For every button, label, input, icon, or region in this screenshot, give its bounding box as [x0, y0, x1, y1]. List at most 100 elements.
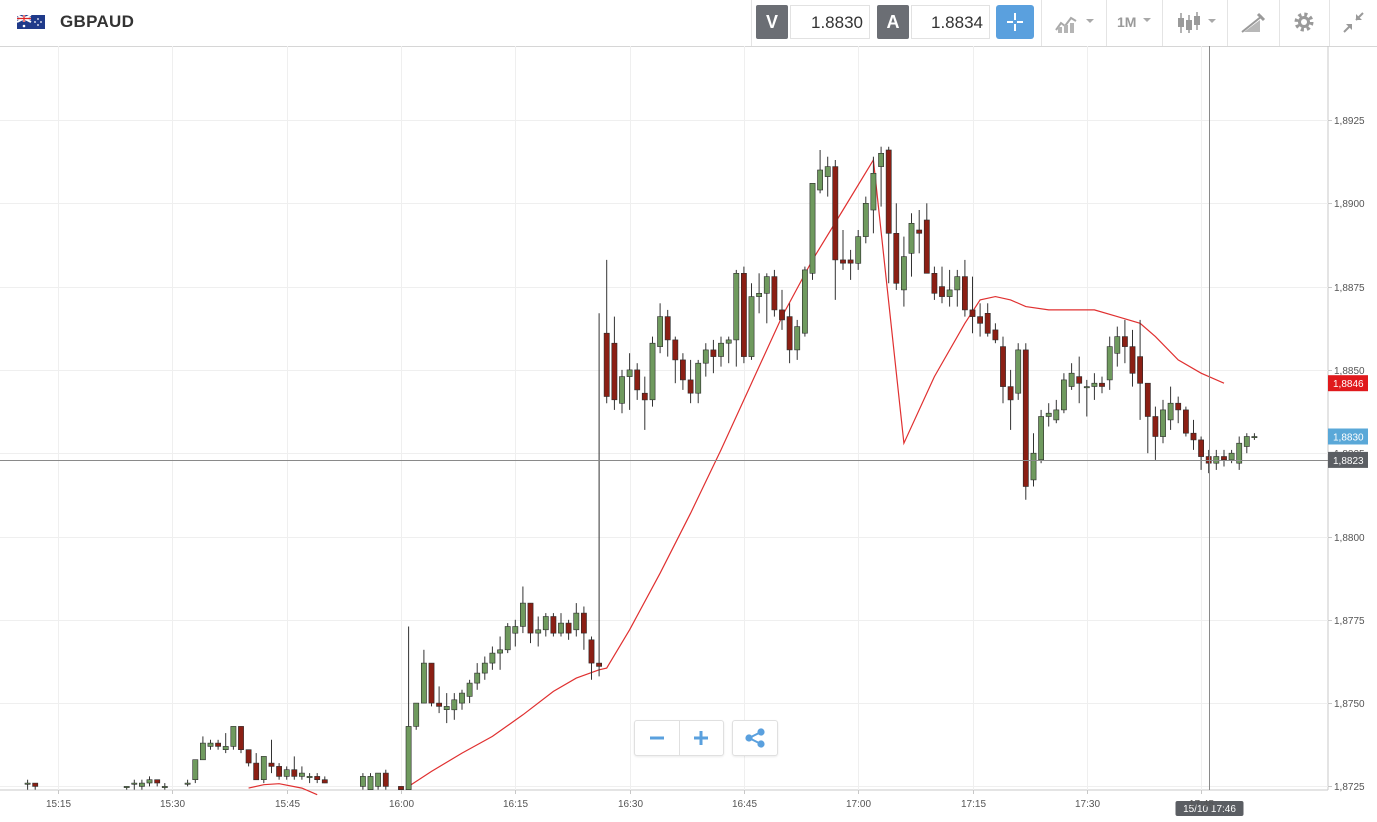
candle — [481, 656, 488, 680]
candle — [1152, 406, 1159, 460]
candle-body — [497, 649, 503, 654]
candle-body — [626, 369, 633, 377]
candle — [1198, 436, 1204, 470]
candle-body — [885, 149, 892, 234]
candle — [679, 353, 686, 390]
candle-body — [1068, 372, 1075, 387]
candle-body — [1243, 436, 1250, 447]
price-chart[interactable]: 15/10 17:46 1,89251,89001,88751,88501,88… — [0, 46, 1377, 822]
candle-body — [923, 219, 930, 274]
candle-body — [283, 769, 290, 777]
candle-body — [992, 329, 999, 341]
candle-body — [679, 359, 686, 381]
candle — [580, 606, 587, 650]
candle — [870, 156, 877, 234]
candlestick-series — [24, 146, 1258, 791]
candle — [1160, 399, 1166, 444]
candle-body — [672, 339, 679, 361]
y-tick-label: 1,8725 — [1334, 782, 1365, 793]
bid-label: V — [756, 5, 788, 39]
candle-body — [824, 166, 831, 177]
candle — [139, 779, 145, 790]
toolbar-divider — [751, 0, 752, 46]
candle-body — [367, 776, 374, 791]
candle — [215, 739, 221, 750]
zoom-out-button[interactable] — [635, 721, 680, 755]
candle — [405, 626, 412, 791]
candle — [573, 603, 580, 637]
instrument-symbol: GBPAUD — [60, 12, 135, 31]
collapse-button[interactable] — [1340, 8, 1368, 38]
zoom-in-button[interactable] — [679, 721, 723, 755]
candle — [550, 613, 557, 637]
x-tick-label: 15:30 — [160, 799, 185, 810]
candle — [1137, 319, 1143, 420]
candle-body — [1144, 382, 1151, 417]
candle — [634, 363, 641, 400]
candle-body — [1175, 402, 1182, 411]
candle — [32, 782, 39, 790]
candle — [123, 786, 130, 790]
candle — [1030, 433, 1037, 487]
candle-body — [459, 692, 465, 704]
candle-body — [1251, 436, 1258, 439]
candle — [200, 736, 206, 761]
candle-body — [298, 772, 305, 777]
toolbar-divider — [1162, 0, 1163, 46]
gear-icon — [1294, 12, 1314, 32]
chart-type-button[interactable] — [1050, 8, 1100, 38]
candle-body — [1114, 336, 1121, 354]
candle-body — [840, 259, 846, 264]
toolbar-divider — [1329, 0, 1330, 46]
candle — [748, 283, 755, 360]
settings-button[interactable] — [1290, 8, 1318, 38]
toolbar-divider — [1227, 0, 1228, 46]
candle — [1175, 396, 1182, 424]
timeframe-selector[interactable]: 1M — [1117, 14, 1137, 30]
candle — [527, 602, 534, 644]
drawing-tools-button[interactable] — [1238, 8, 1268, 38]
y-tick-label: 1,8800 — [1334, 533, 1365, 544]
candle — [519, 586, 526, 634]
plus-icon — [694, 731, 708, 745]
candle-body — [542, 616, 549, 631]
crosshair-lines: 15/10 17:46 — [0, 46, 1328, 816]
y-tick-label: 1,8775 — [1334, 616, 1365, 627]
x-tick-label: 17:00 — [846, 799, 871, 810]
candle-body — [306, 776, 313, 778]
candle — [657, 303, 663, 354]
candle-body — [291, 769, 298, 777]
candle-body — [1053, 409, 1060, 421]
candle — [238, 726, 244, 754]
candle-body — [565, 622, 572, 634]
candle — [1190, 419, 1197, 450]
candle — [1007, 369, 1014, 430]
candle — [931, 266, 938, 300]
candle — [649, 336, 656, 407]
candle-body — [550, 616, 557, 634]
candle — [885, 146, 892, 284]
candle — [161, 783, 168, 790]
candle-body — [916, 229, 923, 234]
candle — [268, 739, 275, 774]
candle-body — [481, 662, 488, 674]
candle — [375, 772, 381, 790]
x-tick-label: 15:45 — [275, 799, 300, 810]
collapse-icon — [1343, 12, 1364, 33]
candle-body — [359, 776, 366, 787]
crosshair-button[interactable] — [996, 5, 1034, 39]
candle — [1061, 373, 1067, 414]
ask-label: A — [877, 5, 909, 39]
x-tick-label: 17:45 — [1189, 799, 1214, 810]
candle — [542, 613, 549, 637]
candle-style-button[interactable] — [1170, 8, 1220, 38]
candle — [298, 766, 305, 780]
share-icon — [745, 728, 765, 748]
crosshair-time-label: 15/10 17:46 — [1183, 804, 1236, 815]
share-button[interactable] — [732, 720, 778, 756]
candle-body — [961, 276, 968, 311]
chevron-down-icon — [1143, 18, 1151, 22]
candle — [192, 759, 199, 784]
x-tick-label: 17:15 — [961, 799, 986, 810]
candle — [992, 323, 999, 344]
